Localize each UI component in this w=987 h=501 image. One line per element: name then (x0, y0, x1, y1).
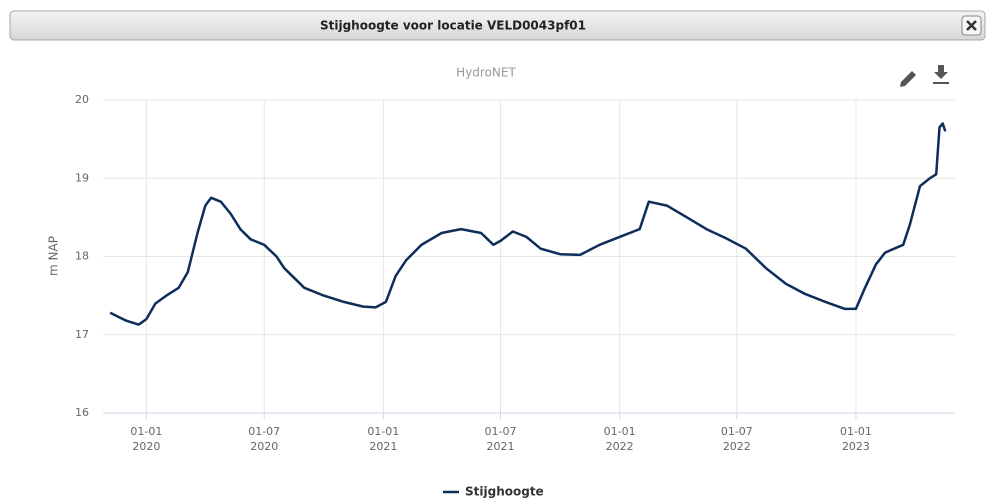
chart-subtitle: HydroNET (456, 66, 516, 80)
close-button[interactable] (961, 15, 982, 36)
x-tick-label-line: 01-07 (721, 425, 753, 438)
x-tick-label-line: 2022 (606, 440, 634, 453)
title-bar[interactable] (9, 10, 986, 41)
x-tick-label-line: 2021 (487, 440, 515, 453)
x-tick-label-line: 2021 (369, 440, 397, 453)
window-title: Stijghoogte voor locatie VELD0043pf01 (320, 19, 586, 33)
x-tick-label-line: 01-01 (367, 425, 399, 438)
x-tick-label-line: 2020 (132, 440, 160, 453)
x-tick-label-line: 2020 (250, 440, 278, 453)
x-tick-label: 01-07 2022 (721, 425, 753, 453)
x-tick-label-line: 01-01 (840, 425, 872, 438)
x-tick-label-line: 2023 (842, 440, 870, 453)
download-icon[interactable] (933, 65, 949, 84)
y-tick-label: 17 (75, 328, 89, 341)
x-tick-label-line: 01-01 (130, 425, 162, 438)
edit-icon[interactable] (900, 71, 916, 87)
y-tick-label: 18 (75, 250, 89, 263)
x-tick-label: 01-01 2023 (840, 425, 872, 453)
y-tick-label: 20 (75, 93, 89, 106)
y-tick-label: 19 (75, 171, 89, 184)
legend-label: Stijghoogte (465, 485, 544, 499)
x-tick-label: 01-01 2020 (130, 425, 162, 453)
x-tick-label-line: 01-01 (604, 425, 636, 438)
y-tick-label: 16 (75, 406, 89, 419)
x-tick-label-line: 01-07 (248, 425, 280, 438)
data-line (109, 122, 947, 326)
y-axis-label: m NAP (47, 236, 61, 276)
x-tick-label: 01-07 2021 (485, 425, 517, 453)
x-tick-label-line: 2022 (723, 440, 751, 453)
x-tick-label-line: 01-07 (485, 425, 517, 438)
x-tick-label: 01-01 2022 (604, 425, 636, 453)
x-tick-label: 01-07 2020 (248, 425, 280, 453)
x-tick-label: 01-01 2021 (367, 425, 399, 453)
